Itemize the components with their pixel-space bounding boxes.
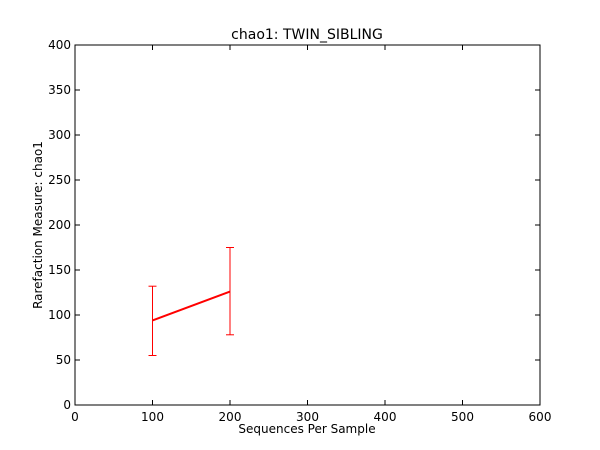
y-axis: 0 50 100 150 200 250 300 350 400	[48, 38, 540, 412]
x-axis-label: Sequences Per Sample	[238, 422, 375, 436]
x-tick-label: 500	[451, 410, 474, 424]
y-tick-label: 150	[48, 263, 71, 277]
y-tick-label: 50	[56, 353, 71, 367]
x-tick-label: 200	[219, 410, 242, 424]
y-tick-label: 100	[48, 308, 71, 322]
x-tick-label: 600	[529, 410, 552, 424]
y-tick-label: 250	[48, 173, 71, 187]
x-tick-label: 300	[296, 410, 319, 424]
series-line	[152, 290, 231, 322]
x-tick-label: 400	[374, 410, 397, 424]
x-tick-label: 100	[141, 410, 164, 424]
chart-title: chao1: TWIN_SIBLING	[231, 27, 383, 43]
y-tick-label: 200	[48, 218, 71, 232]
y-tick-label: 300	[48, 128, 71, 142]
x-tick-label: 0	[71, 410, 79, 424]
series-layer	[148, 247, 234, 356]
x-axis: 0 100 200 300 400 500 600	[71, 45, 551, 424]
y-tick-label: 0	[63, 398, 71, 412]
y-tick-label: 350	[48, 83, 71, 97]
plot-area	[74, 44, 541, 406]
y-axis-label: Rarefaction Measure: chao1	[31, 141, 45, 309]
y-tick-label: 400	[48, 38, 71, 52]
